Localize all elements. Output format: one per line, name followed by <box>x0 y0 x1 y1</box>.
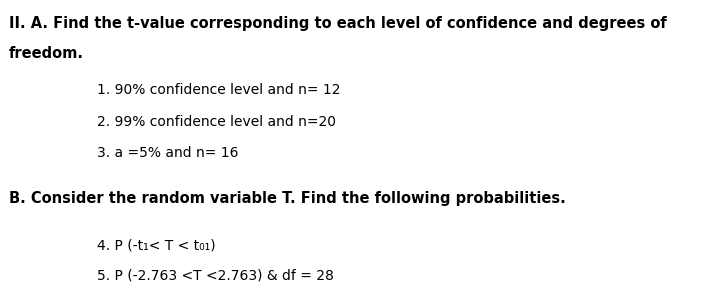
Text: 2. 99% confidence level and n=20: 2. 99% confidence level and n=20 <box>97 115 336 129</box>
Text: 4. P (-t₁< T < t₀₁): 4. P (-t₁< T < t₀₁) <box>97 238 216 252</box>
Text: II. A. Find the t-value corresponding to each level of confidence and degrees of: II. A. Find the t-value corresponding to… <box>9 16 667 31</box>
Text: B. Consider the random variable T. Find the following probabilities.: B. Consider the random variable T. Find … <box>9 191 565 206</box>
Text: freedom.: freedom. <box>9 46 83 61</box>
Text: 3. a =5% and n= 16: 3. a =5% and n= 16 <box>97 146 239 160</box>
Text: 1. 90% confidence level and n= 12: 1. 90% confidence level and n= 12 <box>97 83 341 97</box>
Text: 5. P (-2.763 <T <2.763) & df = 28: 5. P (-2.763 <T <2.763) & df = 28 <box>97 268 334 282</box>
